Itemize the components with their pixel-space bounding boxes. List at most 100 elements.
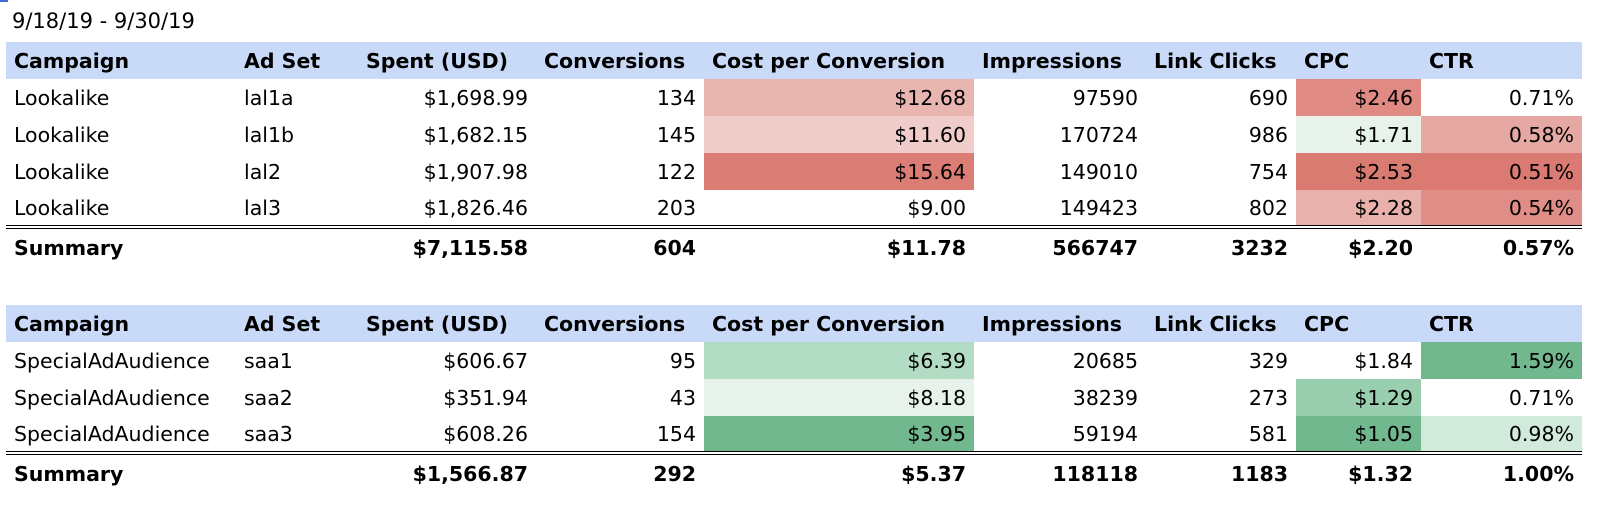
- empty-cell: [236, 453, 358, 493]
- cell: 0.51%: [1421, 153, 1582, 190]
- cell: 581: [1146, 416, 1296, 455]
- header-row: Campaign Ad Set Spent (USD) Conversions Cost…: [6, 305, 1582, 342]
- summary-cell: 1.00%: [1502, 462, 1574, 486]
- cell: lal2: [244, 159, 281, 184]
- cell: 149010: [1059, 159, 1138, 184]
- cell: 20685: [1072, 348, 1138, 373]
- cell: lal1b: [244, 122, 295, 147]
- header-cell: Ad Set: [236, 42, 358, 79]
- summary-cell: 604: [653, 236, 696, 260]
- data-row: SpecialAdAudience saa1 $606.67 95 $6.39 20685…: [6, 342, 1582, 379]
- cell: Lookalike: [14, 122, 110, 147]
- cell: lal3: [236, 190, 358, 229]
- cell: 1.59%: [1421, 342, 1582, 379]
- summary-cell: 292: [653, 462, 696, 486]
- cell: $8.18: [704, 379, 974, 416]
- cell: $1,698.99: [423, 85, 528, 110]
- cell: 145: [656, 122, 696, 147]
- cell: $1.71: [1296, 116, 1421, 153]
- cell: 43: [669, 385, 696, 410]
- header-cell: Ad Set: [236, 305, 358, 342]
- summary-cell: 566747: [1052, 236, 1138, 260]
- cell: 986: [1248, 122, 1288, 147]
- header-cell: Cost per Conversion: [704, 305, 974, 342]
- cell: saa1: [244, 348, 293, 373]
- cell: 149423: [974, 190, 1146, 229]
- cell: 0.71%: [1508, 85, 1574, 110]
- cell: 0.54%: [1421, 190, 1582, 229]
- cell: 170724: [1059, 122, 1138, 147]
- header-cell: CTR: [1421, 42, 1582, 79]
- data-row: Lookalike lal2 $1,907.98 122 $15.64 149010 754…: [6, 153, 1582, 190]
- cell: SpecialAdAudience: [14, 385, 210, 410]
- summary-cell: $5.37: [901, 462, 966, 486]
- cell: $351.94: [443, 385, 528, 410]
- cell: saa3: [236, 416, 358, 455]
- cell: $606.67: [443, 348, 528, 373]
- header-cell: Conversions: [536, 305, 704, 342]
- cell-corner: [0, 0, 8, 2]
- cell: 754: [1248, 159, 1288, 184]
- cell: $1,826.46: [358, 190, 536, 229]
- summary-cell: $7,115.58: [412, 236, 528, 260]
- summary-label: Summary: [14, 236, 124, 260]
- summary-cell: 118118: [1052, 462, 1138, 486]
- cell: 95: [669, 348, 696, 373]
- summary-row: Summary $1,566.87 292 $5.37 118118 1183 $1.32 1…: [6, 453, 1582, 493]
- cell: $12.68: [704, 79, 974, 116]
- cell: $1.05: [1296, 416, 1421, 455]
- cell: SpecialAdAudience: [6, 416, 236, 455]
- header-cell: CPC: [1296, 42, 1421, 79]
- header-cell: CPC: [1296, 305, 1421, 342]
- cell: $2.46: [1296, 79, 1421, 116]
- cell: $6.39: [704, 342, 974, 379]
- header-row: Campaign Ad Set Spent (USD) Conversions Cost…: [6, 42, 1582, 79]
- header-cell: Link Clicks: [1146, 305, 1296, 342]
- cell: $1.84: [1354, 348, 1413, 373]
- summary-row: Summary $7,115.58 604 $11.78 566747 3232 $2.20…: [6, 227, 1582, 267]
- summary-cell: $1,566.87: [412, 462, 528, 486]
- cell: $2.28: [1296, 190, 1421, 229]
- header-cell: Conversions: [536, 42, 704, 79]
- header-cell: Spent (USD): [358, 305, 536, 342]
- cell: 59194: [974, 416, 1146, 455]
- summary-cell: 0.57%: [1502, 236, 1574, 260]
- header-cell: Impressions: [974, 305, 1146, 342]
- cell: 802: [1146, 190, 1296, 229]
- data-row: Lookalike lal1b $1,682.15 145 $11.60 170724 98…: [6, 116, 1582, 153]
- header-cell: CTR: [1421, 305, 1582, 342]
- cell: lal1a: [244, 85, 294, 110]
- cell: 154: [536, 416, 704, 455]
- summary-cell: 1183: [1230, 462, 1288, 486]
- header-cell: Campaign: [6, 305, 236, 342]
- cell: 97590: [1072, 85, 1138, 110]
- summary-label: Summary: [14, 462, 124, 486]
- table: Campaign Ad Set Spent (USD) Conversions Cost…: [6, 305, 1582, 493]
- cell: saa2: [244, 385, 293, 410]
- cell: 273: [1248, 385, 1288, 410]
- cell: $1,907.98: [423, 159, 528, 184]
- header-cell: Campaign: [6, 42, 236, 79]
- data-row: Lookalike lal1a $1,698.99 134 $12.68 97590 690…: [6, 79, 1582, 116]
- header-cell: Link Clicks: [1146, 42, 1296, 79]
- cell: SpecialAdAudience: [14, 348, 210, 373]
- cell: Lookalike: [14, 85, 110, 110]
- cell: 690: [1248, 85, 1288, 110]
- table: Campaign Ad Set Spent (USD) Conversions Cost…: [6, 42, 1582, 267]
- cell: 38239: [1072, 385, 1138, 410]
- cell: $608.26: [358, 416, 536, 455]
- cell: 0.98%: [1421, 416, 1582, 455]
- header-cell: Spent (USD): [358, 42, 536, 79]
- cell: $1.29: [1296, 379, 1421, 416]
- summary-cell: 3232: [1230, 236, 1288, 260]
- cell: $15.64: [704, 153, 974, 190]
- cell: $2.53: [1296, 153, 1421, 190]
- cell: 329: [1248, 348, 1288, 373]
- summary-cell: $11.78: [886, 236, 966, 260]
- data-row: SpecialAdAudience saa3 $608.26 154 $3.95 5919…: [6, 416, 1582, 455]
- header-cell: Cost per Conversion: [704, 42, 974, 79]
- cell: $3.95: [704, 416, 974, 455]
- header-cell: Impressions: [974, 42, 1146, 79]
- cell: $1,682.15: [423, 122, 528, 147]
